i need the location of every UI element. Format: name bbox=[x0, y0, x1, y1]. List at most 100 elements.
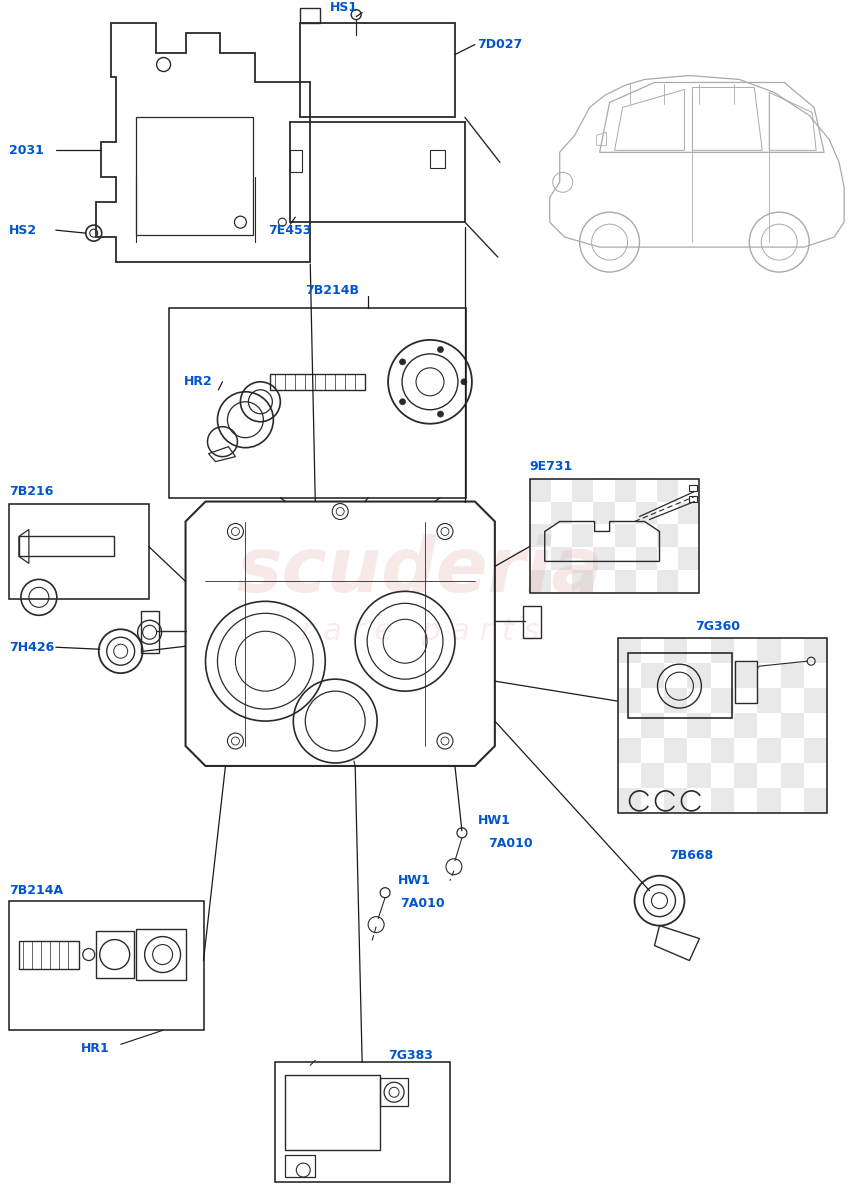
Bar bbox=[135, 118, 253, 235]
Bar bbox=[663, 688, 686, 713]
Bar bbox=[430, 150, 444, 168]
Bar bbox=[709, 638, 734, 664]
Bar bbox=[285, 1075, 380, 1150]
Text: 7E453: 7E453 bbox=[268, 223, 312, 236]
Bar bbox=[689, 485, 697, 491]
Bar bbox=[19, 536, 114, 557]
Bar bbox=[663, 788, 686, 812]
Text: 2031: 2031 bbox=[9, 144, 44, 157]
Bar bbox=[530, 524, 550, 547]
Bar bbox=[550, 502, 572, 524]
Text: HW1: HW1 bbox=[398, 875, 430, 887]
Bar bbox=[734, 713, 757, 738]
Text: 7B214B: 7B214B bbox=[305, 283, 359, 296]
Text: 7D027: 7D027 bbox=[476, 38, 522, 52]
Bar bbox=[614, 570, 635, 593]
Bar bbox=[530, 479, 698, 593]
Bar bbox=[663, 638, 686, 664]
Text: 7B668: 7B668 bbox=[669, 850, 713, 863]
Bar bbox=[656, 524, 678, 547]
Bar bbox=[550, 547, 572, 570]
Bar bbox=[275, 1062, 449, 1182]
Bar bbox=[640, 763, 663, 788]
Text: HS1: HS1 bbox=[330, 1, 358, 14]
Text: 7G383: 7G383 bbox=[387, 1049, 432, 1062]
Bar bbox=[290, 150, 302, 173]
Circle shape bbox=[437, 347, 443, 353]
Bar bbox=[803, 738, 827, 763]
Bar bbox=[686, 763, 709, 788]
Bar bbox=[640, 664, 663, 688]
Bar bbox=[592, 502, 614, 524]
Text: HR2: HR2 bbox=[183, 376, 212, 389]
Text: r a r e   p a r t s: r a r e p a r t s bbox=[300, 617, 539, 646]
Bar bbox=[734, 664, 757, 688]
Bar bbox=[656, 479, 678, 502]
Bar bbox=[757, 788, 780, 812]
Bar bbox=[592, 547, 614, 570]
Bar bbox=[140, 611, 158, 653]
Text: HR1: HR1 bbox=[81, 1042, 109, 1055]
Bar bbox=[635, 502, 656, 524]
Bar bbox=[9, 901, 203, 1031]
Bar bbox=[169, 308, 466, 498]
Circle shape bbox=[400, 359, 405, 365]
Text: 7G360: 7G360 bbox=[695, 619, 740, 632]
Text: 7H426: 7H426 bbox=[9, 641, 54, 654]
Bar bbox=[616, 638, 827, 812]
Bar bbox=[803, 638, 827, 664]
Bar bbox=[616, 638, 640, 664]
Bar bbox=[627, 653, 732, 718]
Bar bbox=[135, 929, 185, 980]
Text: 9E731: 9E731 bbox=[530, 460, 573, 473]
Bar bbox=[686, 713, 709, 738]
Bar bbox=[300, 23, 455, 118]
Circle shape bbox=[400, 398, 405, 404]
Bar bbox=[572, 570, 592, 593]
Bar bbox=[678, 547, 698, 570]
Bar bbox=[757, 638, 780, 664]
Bar bbox=[380, 1079, 407, 1106]
Bar bbox=[616, 738, 640, 763]
Bar bbox=[572, 524, 592, 547]
Bar bbox=[757, 688, 780, 713]
Bar bbox=[656, 570, 678, 593]
Bar bbox=[572, 479, 592, 502]
Bar bbox=[285, 1156, 315, 1177]
Text: 7B216: 7B216 bbox=[9, 485, 53, 498]
Bar bbox=[803, 688, 827, 713]
Bar bbox=[734, 763, 757, 788]
Text: scuderia: scuderia bbox=[237, 534, 603, 608]
Bar bbox=[616, 788, 640, 812]
Bar bbox=[678, 502, 698, 524]
Bar bbox=[270, 374, 365, 390]
Text: HS2: HS2 bbox=[9, 223, 37, 236]
Bar bbox=[616, 688, 640, 713]
Bar bbox=[614, 479, 635, 502]
Bar bbox=[9, 504, 148, 599]
Text: HW1: HW1 bbox=[477, 815, 511, 827]
Bar bbox=[522, 606, 540, 638]
Bar bbox=[530, 479, 550, 502]
Bar bbox=[663, 738, 686, 763]
Bar bbox=[635, 547, 656, 570]
Bar bbox=[780, 664, 803, 688]
Bar bbox=[686, 664, 709, 688]
Bar bbox=[709, 688, 734, 713]
Bar bbox=[530, 570, 550, 593]
Bar bbox=[689, 496, 697, 502]
Bar bbox=[709, 788, 734, 812]
Text: 7B214A: 7B214A bbox=[9, 884, 63, 898]
Bar bbox=[780, 713, 803, 738]
Bar bbox=[96, 930, 133, 978]
Bar bbox=[803, 788, 827, 812]
Circle shape bbox=[437, 412, 443, 418]
Text: 7A010: 7A010 bbox=[400, 898, 444, 910]
Bar bbox=[757, 738, 780, 763]
Bar bbox=[780, 763, 803, 788]
Bar bbox=[734, 661, 757, 703]
Bar bbox=[640, 713, 663, 738]
Bar bbox=[290, 122, 464, 222]
Bar bbox=[19, 941, 78, 968]
Bar bbox=[709, 738, 734, 763]
